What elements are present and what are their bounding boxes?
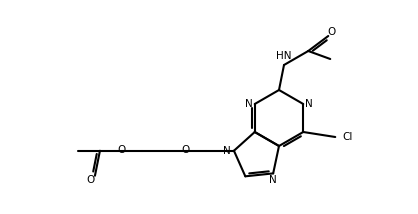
Text: Cl: Cl: [342, 132, 353, 142]
Text: HN: HN: [276, 51, 292, 61]
Text: O: O: [327, 27, 335, 37]
Text: O: O: [118, 145, 126, 155]
Text: N: N: [245, 99, 253, 109]
Text: O: O: [87, 175, 95, 185]
Text: N: N: [269, 175, 277, 185]
Text: N: N: [305, 99, 313, 109]
Text: O: O: [182, 145, 190, 155]
Text: N: N: [223, 146, 231, 156]
